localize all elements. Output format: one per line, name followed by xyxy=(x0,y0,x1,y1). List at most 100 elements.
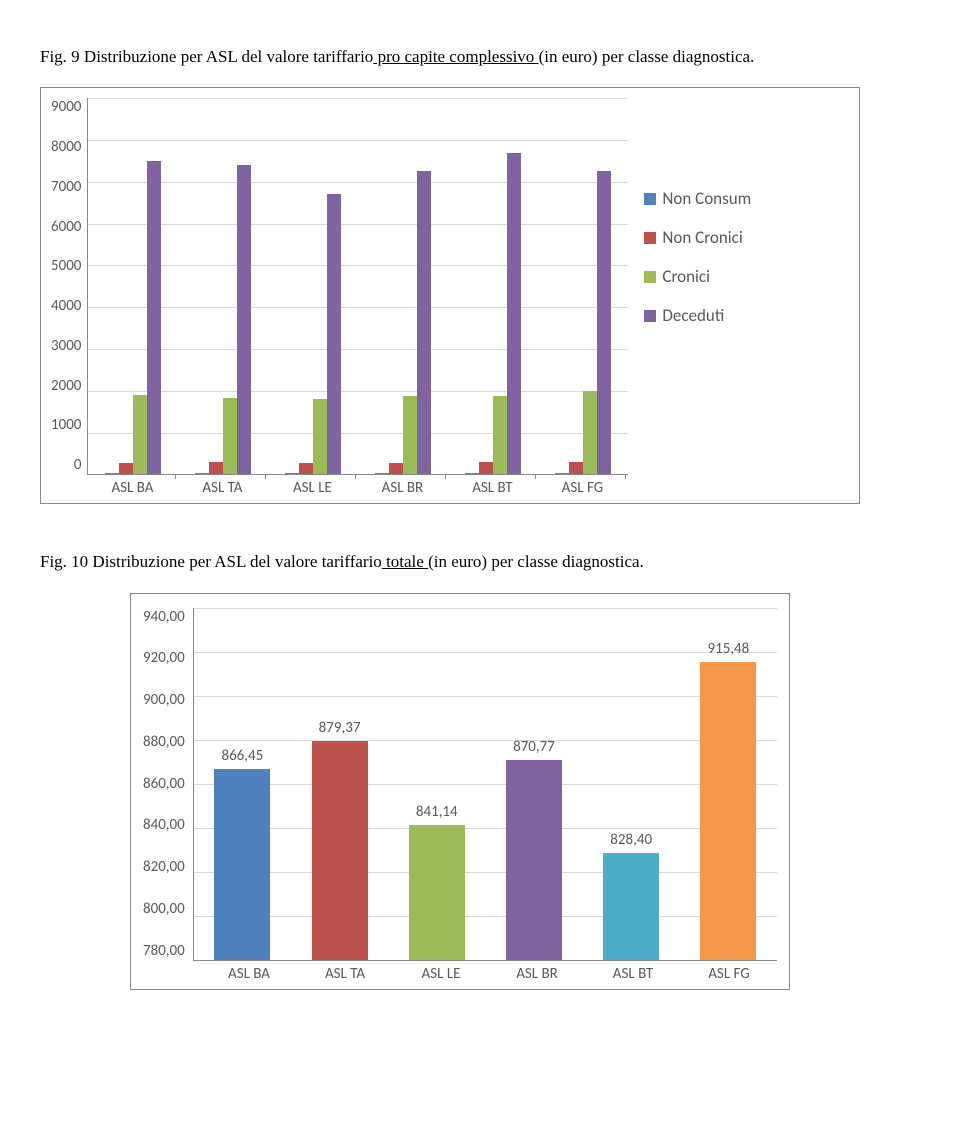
chart1-bar xyxy=(237,165,251,474)
chart2-xtick: ASL BA xyxy=(201,965,297,983)
chart1-legend-item: Cronici xyxy=(644,266,751,287)
chart1-bar xyxy=(403,396,417,475)
chart1-legend: Non Consum Non Cronici Cronici Deceduti xyxy=(628,98,751,497)
chart2-ytick: 780,00 xyxy=(143,942,185,960)
chart1-bar xyxy=(147,161,161,474)
chart1-bar xyxy=(299,463,313,474)
chart1-yaxis: 9000800070006000500040003000200010000 xyxy=(51,98,87,474)
chart2-xtick: ASL LE xyxy=(393,965,489,983)
figure9-caption: Fig. 9 Distribuzione per ASL del valore … xyxy=(40,41,920,73)
chart2-slot: 870,77 xyxy=(485,608,582,960)
chart1-bar xyxy=(209,462,223,474)
chart1-ytick: 0 xyxy=(74,456,82,474)
chart2-bar xyxy=(409,825,465,960)
chart1-legend-item: Non Cronici xyxy=(644,227,751,248)
chart1-bar xyxy=(327,194,341,474)
chart2-ytick: 940,00 xyxy=(143,608,185,626)
caption2-prefix: Fig. 10 Distribuzione per ASL del valore… xyxy=(40,552,382,571)
chart2-data-label: 879,37 xyxy=(319,719,361,737)
chart2-xaxis: ASL BAASL TAASL LEASL BRASL BTASL FG xyxy=(201,961,777,983)
chart2-xtick: ASL BR xyxy=(489,965,585,983)
figure10-caption: Fig. 10 Distribuzione per ASL del valore… xyxy=(40,546,920,578)
chart1-xtick: ASL BA xyxy=(87,479,177,497)
chart2-xtick: ASL BT xyxy=(585,965,681,983)
chart1-xtick: ASL TA xyxy=(177,479,267,497)
chart2-frame: 940,00 920,00 900,00 880,00 860,00 840,00 820,… xyxy=(130,593,790,990)
chart1-group xyxy=(538,98,628,474)
chart1-bar xyxy=(313,399,327,474)
legend-label: Non Consum xyxy=(662,188,751,209)
chart1-bar xyxy=(569,462,583,475)
legend-swatch-icon xyxy=(644,193,656,205)
chart1-ytick: 6000 xyxy=(51,218,81,236)
chart1-bar xyxy=(223,398,237,474)
chart2-yaxis: 940,00 920,00 900,00 880,00 860,00 840,00 820,… xyxy=(143,608,193,960)
chart2-xtick: ASL TA xyxy=(297,965,393,983)
chart1-bar xyxy=(389,463,403,475)
chart2-slot: 879,37 xyxy=(291,608,388,960)
chart2-bar xyxy=(506,760,562,960)
chart1-group xyxy=(448,98,538,474)
chart2-plot: 866,45 879,37 841,14 870,77 828,40 915,48 xyxy=(193,608,777,961)
chart2-slot: 915,48 xyxy=(680,608,777,960)
chart2-data-label: 915,48 xyxy=(707,640,749,658)
chart1-legend-item: Non Consum xyxy=(644,188,751,209)
legend-label: Cronici xyxy=(662,266,710,287)
chart1-group xyxy=(178,98,268,474)
chart1-plot xyxy=(87,98,628,475)
caption2-underlined: totale xyxy=(382,552,428,571)
chart1-bar xyxy=(479,462,493,474)
chart1-ytick: 1000 xyxy=(51,416,81,434)
chart1-bar xyxy=(375,473,389,474)
chart1-bar xyxy=(285,473,299,474)
chart1-bar xyxy=(555,473,569,474)
chart2-slot: 841,14 xyxy=(388,608,485,960)
chart1-bar xyxy=(133,395,147,474)
chart1-group xyxy=(358,98,448,474)
chart2-slot: 828,40 xyxy=(583,608,680,960)
chart2-data-label: 828,40 xyxy=(610,831,652,849)
caption1-underlined: pro capite complessivo xyxy=(373,47,538,66)
chart2-ytick: 920,00 xyxy=(143,649,185,667)
chart2-ytick: 900,00 xyxy=(143,691,185,709)
legend-swatch-icon xyxy=(644,271,656,283)
chart2-ytick: 840,00 xyxy=(143,816,185,834)
chart2-bar xyxy=(214,769,270,959)
chart2-bars: 866,45 879,37 841,14 870,77 828,40 915,48 xyxy=(194,608,777,960)
chart2-bar xyxy=(700,662,756,960)
legend-swatch-icon xyxy=(644,232,656,244)
chart1-xtick: ASL LE xyxy=(267,479,357,497)
chart1-ytick: 4000 xyxy=(51,297,81,315)
chart2-bar xyxy=(603,853,659,959)
chart1-ytick: 5000 xyxy=(51,257,81,275)
chart2-ytick: 800,00 xyxy=(143,900,185,918)
chart2-ytick: 860,00 xyxy=(143,775,185,793)
caption2-suffix: (in euro) per classe diagnostica. xyxy=(428,552,644,571)
chart1-bar-groups xyxy=(88,98,628,474)
chart1-bar xyxy=(119,463,133,475)
chart2-xtick: ASL FG xyxy=(681,965,777,983)
chart1-ytick: 9000 xyxy=(51,98,81,116)
chart1-group xyxy=(88,98,178,474)
chart1-legend-item: Deceduti xyxy=(644,305,751,326)
legend-label: Deceduti xyxy=(662,305,724,326)
chart1-bar xyxy=(417,171,431,474)
chart1-bar xyxy=(105,473,119,474)
chart1-frame: 9000800070006000500040003000200010000 AS… xyxy=(40,87,860,504)
chart1-bar xyxy=(597,171,611,474)
chart1-xaxis: ASL BAASL TAASL LEASL BRASL BTASL FG xyxy=(87,475,627,497)
chart1-bar xyxy=(465,473,479,474)
chart2-bar xyxy=(312,741,368,960)
chart1-bar xyxy=(507,153,521,475)
chart1-group xyxy=(268,98,358,474)
chart1-ytick: 2000 xyxy=(51,377,81,395)
legend-swatch-icon xyxy=(644,310,656,322)
chart1-bar xyxy=(583,391,597,475)
chart2-data-label: 841,14 xyxy=(416,803,458,821)
chart2-ytick: 880,00 xyxy=(143,733,185,751)
chart1-ytick: 8000 xyxy=(51,138,81,156)
caption1-prefix: Fig. 9 Distribuzione per ASL del valore … xyxy=(40,47,373,66)
chart2-ytick: 820,00 xyxy=(143,858,185,876)
chart1-bar xyxy=(493,396,507,474)
chart2-slot: 866,45 xyxy=(194,608,291,960)
